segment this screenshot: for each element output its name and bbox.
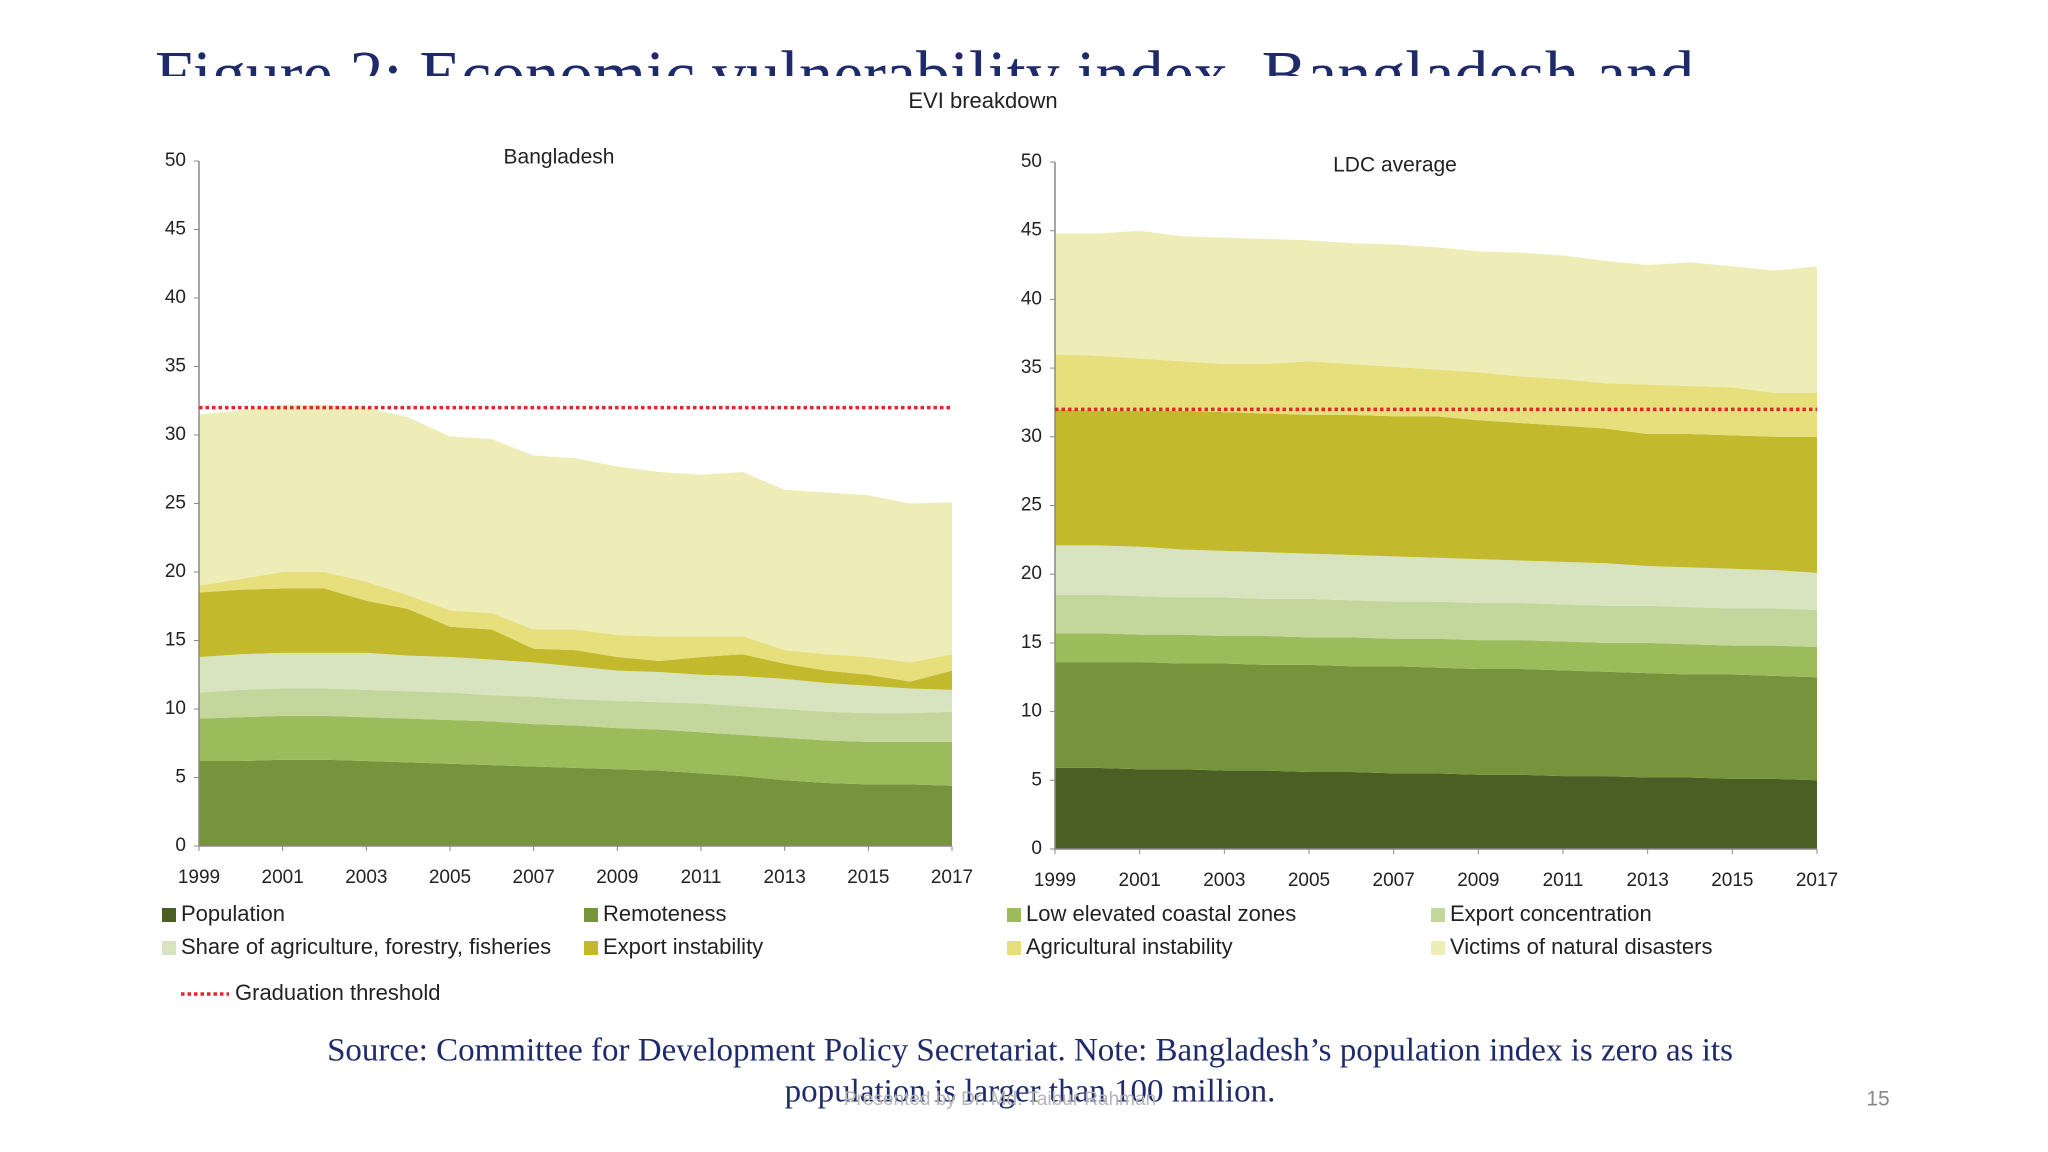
x-tick-label: 2001 bbox=[262, 867, 304, 888]
x-tick-label: 2013 bbox=[764, 867, 806, 888]
x-tick-label: 1999 bbox=[178, 867, 220, 888]
area bbox=[199, 588, 952, 690]
area: Share of agriculture, forestry, fisherie… bbox=[1055, 545, 1817, 610]
y-tick-label: 30 bbox=[1021, 426, 1042, 447]
y-tick-label: 5 bbox=[1031, 769, 1042, 790]
x-tick-label: 2007 bbox=[513, 867, 555, 888]
x-tick-label: 2017 bbox=[1796, 870, 1838, 891]
y-tick-label: 45 bbox=[165, 219, 186, 240]
area bbox=[199, 572, 952, 682]
legend-swatch bbox=[1007, 941, 1021, 955]
area: Export instability bbox=[1055, 409, 1817, 573]
y-tick-label: 20 bbox=[165, 561, 186, 582]
x-tick-label: 2013 bbox=[1627, 870, 1669, 891]
y-tick-label: 10 bbox=[1021, 701, 1042, 722]
legend-swatch bbox=[1007, 908, 1021, 922]
y-tick-label: 5 bbox=[175, 767, 186, 788]
legend-swatch bbox=[162, 908, 176, 922]
y-tick-label: 20 bbox=[1021, 563, 1042, 584]
y-tick-label: 10 bbox=[165, 698, 186, 719]
area: Low elevated coastal zones bbox=[1055, 633, 1817, 678]
footer: Presented by Dr. Md. Taibur Rahman bbox=[844, 1089, 1156, 1110]
area: Export concentration bbox=[1055, 594, 1817, 648]
area bbox=[199, 759, 952, 846]
y-tick-label: 50 bbox=[1021, 151, 1042, 172]
y-tick-label: 40 bbox=[165, 287, 186, 308]
legend-label: Low elevated coastal zones bbox=[1026, 901, 1296, 926]
legend-swatch bbox=[162, 941, 176, 955]
legend-label: Graduation threshold bbox=[235, 980, 440, 1005]
page-number: 15 bbox=[1866, 1088, 1889, 1111]
source-note: Source: Committee for Development Policy… bbox=[327, 1033, 1733, 1069]
y-tick-label: 50 bbox=[165, 150, 186, 171]
y-tick-label: 45 bbox=[1021, 220, 1042, 241]
area bbox=[199, 688, 952, 742]
y-tick-label: 0 bbox=[175, 835, 186, 856]
area: Victims of natural disasters bbox=[1055, 230, 1817, 393]
source-note: population is larger than 100 million. bbox=[785, 1074, 1276, 1110]
legend-swatch bbox=[584, 908, 598, 922]
chart-title: LDC average bbox=[1333, 154, 1457, 177]
x-tick-label: 2005 bbox=[429, 867, 471, 888]
y-tick-label: 15 bbox=[165, 630, 186, 651]
legend-label: Remoteness bbox=[603, 901, 727, 926]
x-tick-label: 2017 bbox=[931, 867, 973, 888]
y-tick-label: 35 bbox=[1021, 357, 1042, 378]
area bbox=[199, 404, 952, 663]
x-tick-label: 2009 bbox=[596, 867, 638, 888]
x-tick-label: 2015 bbox=[847, 867, 889, 888]
x-tick-label: 2009 bbox=[1457, 870, 1499, 891]
area bbox=[199, 652, 952, 714]
x-tick-label: 2011 bbox=[681, 867, 722, 888]
y-tick-label: 25 bbox=[165, 493, 186, 514]
x-tick-label: 2003 bbox=[345, 867, 387, 888]
slide-title: Figure 2: Economic vulnerability index, … bbox=[155, 37, 1694, 113]
y-tick-label: 35 bbox=[165, 356, 186, 377]
y-tick-label: 25 bbox=[1021, 495, 1042, 516]
y-tick-label: 40 bbox=[1021, 288, 1042, 309]
area: Agricultural instability bbox=[1055, 354, 1817, 437]
legend-swatch bbox=[1431, 908, 1445, 922]
legend-label: Victims of natural disasters bbox=[1450, 934, 1712, 959]
x-tick-label: 1999 bbox=[1034, 870, 1076, 891]
legend-label: Agricultural instability bbox=[1026, 934, 1233, 959]
legend-swatch bbox=[1431, 941, 1445, 955]
y-tick-label: 30 bbox=[165, 424, 186, 445]
legend-label: Export instability bbox=[603, 934, 763, 959]
x-tick-label: 2005 bbox=[1288, 870, 1330, 891]
area: Population bbox=[1055, 767, 1817, 849]
legend-label: Export concentration bbox=[1450, 901, 1652, 926]
chart-title: Bangladesh bbox=[504, 146, 615, 169]
y-tick-label: 15 bbox=[1021, 632, 1042, 653]
area bbox=[199, 715, 952, 786]
x-tick-label: 2003 bbox=[1203, 870, 1245, 891]
legend-label: Share of agriculture, forestry, fisherie… bbox=[181, 934, 551, 959]
y-tick-label: 0 bbox=[1031, 838, 1042, 859]
area: Remoteness bbox=[1055, 662, 1817, 781]
legend-label: Population bbox=[181, 901, 285, 926]
legend-swatch bbox=[584, 941, 598, 955]
x-tick-label: 2001 bbox=[1119, 870, 1161, 891]
figure-title: EVI breakdown bbox=[908, 88, 1057, 113]
x-tick-label: 2007 bbox=[1373, 870, 1415, 891]
x-tick-label: 2015 bbox=[1711, 870, 1753, 891]
x-tick-label: 2011 bbox=[1543, 870, 1584, 891]
